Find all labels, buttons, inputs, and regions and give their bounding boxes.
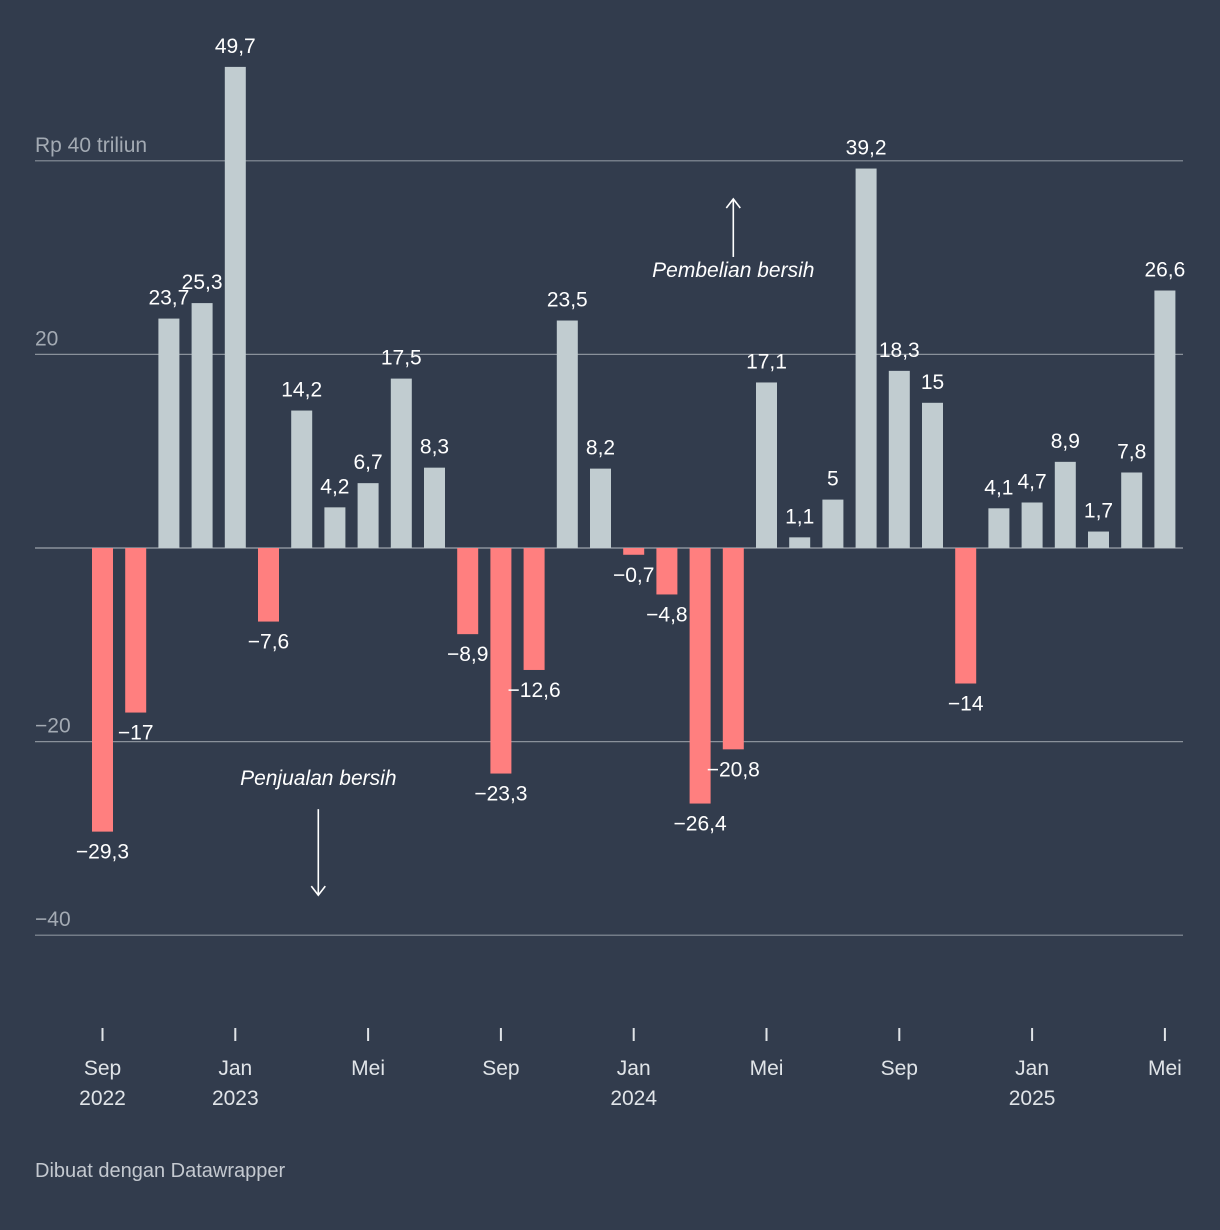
footer-credit: Dibuat dengan Datawrapper [35, 1160, 286, 1182]
x-tick-month: Sep [881, 1057, 918, 1080]
bar [888, 370, 910, 548]
data-label: 7,8 [1117, 440, 1146, 463]
data-label: −8,9 [447, 643, 488, 666]
annotation-arrow-head [725, 197, 741, 209]
x-tick-month: Jan [218, 1057, 252, 1080]
data-label: −0,7 [613, 564, 654, 587]
bar [125, 548, 147, 713]
data-label: 5 [827, 468, 839, 491]
data-label: 39,2 [846, 137, 887, 160]
bar [92, 548, 113, 832]
bar [756, 382, 777, 548]
bar [324, 507, 346, 548]
y-tick-label: Rp 40 triliun [35, 134, 147, 157]
data-label: 8,2 [586, 437, 615, 460]
data-label: 26,6 [1144, 259, 1185, 282]
annotation-label: Penjualan bersih [240, 767, 396, 790]
bar [1021, 502, 1043, 548]
x-tick-month: Mei [351, 1057, 385, 1080]
bar [224, 66, 246, 549]
data-label: 18,3 [879, 339, 920, 362]
data-label: −20,8 [707, 758, 760, 781]
bar-chart: Rp 40 triliun 20 −20 −40 −29,3 −17 23,725,3 49… [35, 35, 1185, 1110]
bar [1121, 472, 1143, 548]
y-tick-label: −20 [35, 715, 71, 738]
data-label: −17 [118, 722, 154, 745]
data-label: 4,2 [320, 475, 349, 498]
x-tick-month: Sep [482, 1057, 519, 1080]
annotation-label: Pembelian bersih [652, 259, 814, 282]
data-label: 8,3 [420, 436, 449, 459]
x-tick-month: Mei [1148, 1057, 1182, 1080]
bar [1054, 461, 1076, 548]
data-label: 23,7 [148, 287, 189, 310]
data-label: 4,7 [1017, 471, 1046, 494]
data-label: 49,7 [215, 35, 256, 58]
x-tick-month: Jan [617, 1057, 651, 1080]
data-label: −12,6 [508, 679, 561, 702]
data-label: −7,6 [248, 631, 289, 654]
bar [988, 508, 1010, 548]
x-tick-year: 2022 [79, 1087, 126, 1110]
bars [92, 66, 1176, 832]
bar [191, 303, 213, 548]
data-label: −23,3 [474, 783, 527, 806]
data-label: 6,7 [353, 451, 382, 474]
y-tick-label: −40 [35, 908, 71, 931]
bar [291, 410, 313, 548]
bar [424, 467, 445, 548]
bar [922, 402, 943, 548]
bar [656, 548, 678, 595]
data-label: 17,1 [746, 350, 787, 373]
bar [357, 483, 379, 548]
bar [689, 548, 711, 804]
x-tick-year: 2024 [610, 1087, 657, 1110]
data-label: 25,3 [182, 271, 223, 294]
x-tick-month: Sep [84, 1057, 121, 1080]
bar [523, 548, 545, 670]
data-label: 4,1 [984, 476, 1013, 499]
bar [158, 318, 180, 548]
bar [490, 548, 512, 774]
bar [722, 548, 744, 750]
bar [556, 320, 578, 548]
data-label: −14 [948, 693, 984, 716]
x-tick-month: Jan [1015, 1057, 1049, 1080]
annotations: Pembelian bersih Penjualan bersih [240, 197, 814, 897]
bar [1088, 531, 1109, 548]
bar [1154, 290, 1176, 548]
data-label: −4,8 [646, 603, 687, 626]
x-tick-year: 2023 [212, 1087, 259, 1110]
y-tick-label: 20 [35, 327, 58, 350]
data-label: −29,3 [76, 841, 129, 864]
bar [390, 378, 412, 548]
bar [789, 537, 811, 548]
data-label: 17,5 [381, 347, 422, 370]
x-axis: Sep 2022 Jan 2023 Mei Sep Jan 2024 Mei Sep Jan 2025… [79, 1028, 1182, 1110]
data-label: 14,2 [281, 379, 322, 402]
bar [855, 168, 877, 548]
bar [822, 499, 844, 548]
bar [457, 548, 479, 635]
data-label: 15 [921, 371, 944, 394]
bar [590, 468, 611, 548]
data-label: 23,5 [547, 289, 588, 312]
data-label: 1,7 [1084, 500, 1113, 523]
x-tick-year: 2025 [1009, 1087, 1056, 1110]
bar [623, 548, 645, 555]
data-label: −26,4 [674, 813, 727, 836]
bar [258, 548, 279, 622]
value-labels: −29,3 −17 23,725,3 49,7 −7,6 14,2 4,26,7 17,5 8,… [76, 35, 1185, 864]
x-tick-month: Mei [750, 1057, 784, 1080]
data-label: 1,1 [785, 505, 814, 528]
data-label: 8,9 [1051, 430, 1080, 453]
bar [955, 548, 977, 684]
annotation-arrow-head [310, 885, 326, 897]
